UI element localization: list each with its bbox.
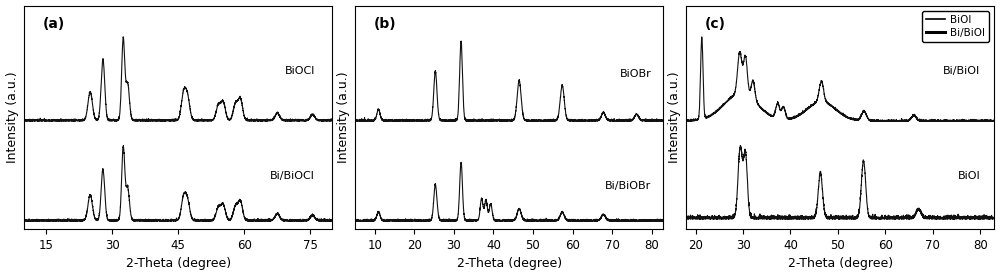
X-axis label: 2-Theta (degree): 2-Theta (degree)	[126, 258, 231, 270]
Y-axis label: Intensity (a.u.): Intensity (a.u.)	[6, 71, 19, 163]
Text: (a): (a)	[43, 17, 65, 31]
Y-axis label: Intensity (a.u.): Intensity (a.u.)	[337, 71, 350, 163]
Text: BiOCl: BiOCl	[284, 67, 315, 76]
Text: BiOI: BiOI	[957, 171, 980, 181]
Legend: BiOI, Bi/BiOI: BiOI, Bi/BiOI	[922, 11, 989, 42]
Text: BiOBr: BiOBr	[620, 69, 652, 79]
Text: Bi/BiOBr: Bi/BiOBr	[605, 181, 652, 190]
Text: (c): (c)	[705, 17, 726, 31]
Text: (b): (b)	[374, 17, 396, 31]
X-axis label: 2-Theta (degree): 2-Theta (degree)	[788, 258, 893, 270]
X-axis label: 2-Theta (degree): 2-Theta (degree)	[457, 258, 562, 270]
Y-axis label: Intensity (a.u.): Intensity (a.u.)	[668, 71, 681, 163]
Text: Bi/BiOCl: Bi/BiOCl	[270, 171, 315, 181]
Text: Bi/BiOI: Bi/BiOI	[943, 67, 980, 76]
